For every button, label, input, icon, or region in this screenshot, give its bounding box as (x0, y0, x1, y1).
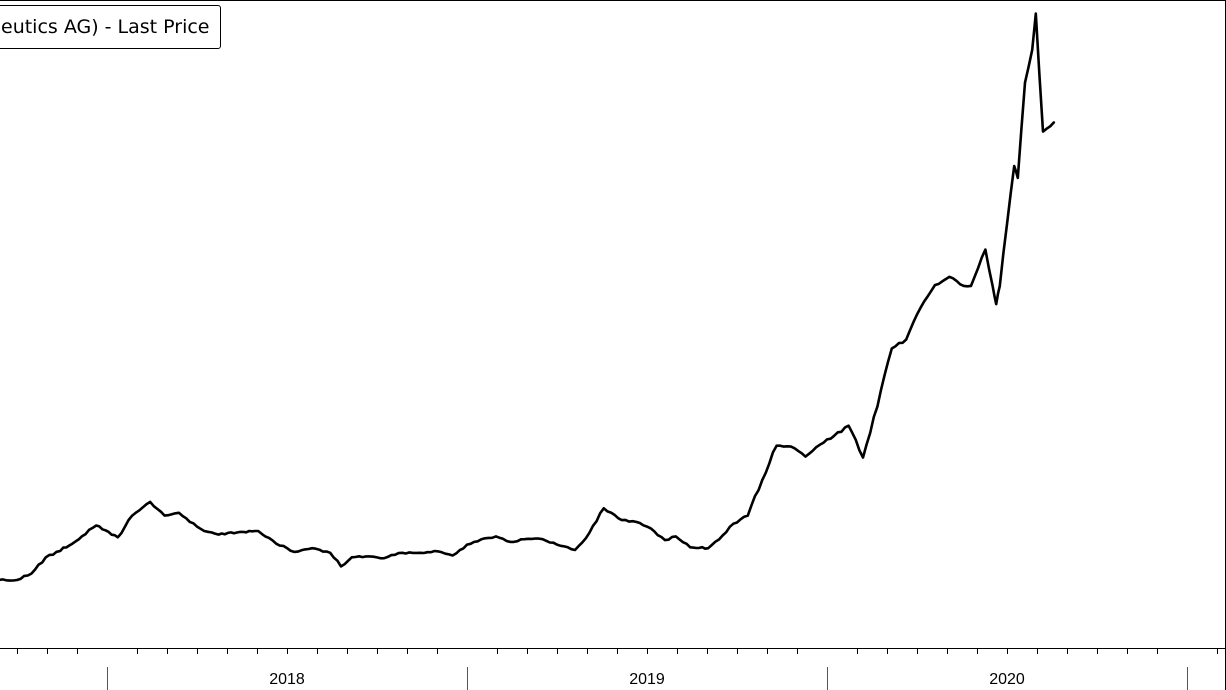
legend-label-series: Last Price (117, 16, 210, 38)
x-tick-label-2018: 2018 (269, 671, 305, 688)
legend-label-prefix: eutics AG) (1, 16, 99, 38)
x-tick-label-2019: 2019 (629, 671, 665, 688)
legend-label-separator: - (104, 16, 112, 38)
series-layer (0, 12, 1056, 582)
x-axis: 2018 2019 2020 (0, 648, 1226, 690)
last-price-line (0, 12, 1056, 582)
x-tick-label-2020: 2020 (989, 671, 1025, 688)
legend: eutics AG) - Last Price (0, 5, 222, 49)
